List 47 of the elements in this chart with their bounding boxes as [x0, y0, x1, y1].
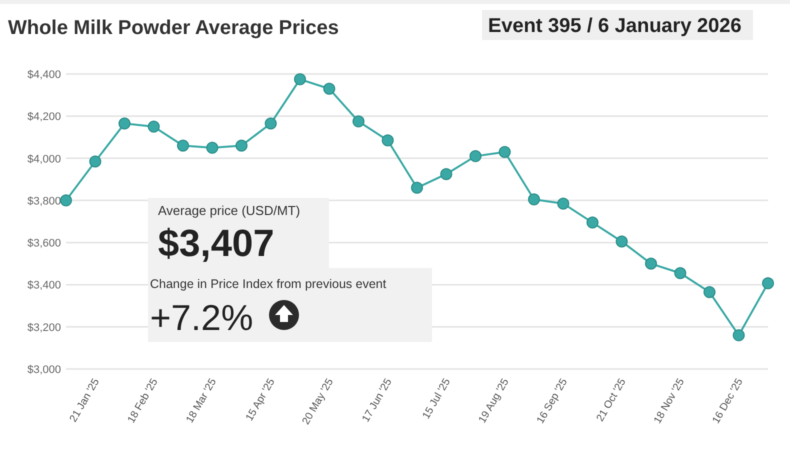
point [148, 120, 160, 133]
point [732, 329, 745, 342]
point [118, 118, 130, 130]
point [528, 193, 540, 206]
y-tick-label: $4,000 [27, 153, 61, 166]
x-tick-label: 17 Jun '25 [360, 376, 394, 424]
point [89, 155, 102, 168]
point [586, 216, 598, 229]
point [645, 258, 657, 270]
annotation: Average price (USD/MT) [158, 203, 300, 218]
point [236, 140, 248, 152]
point [177, 140, 189, 152]
y-tick-label: $3,600 [27, 238, 61, 250]
point [264, 118, 277, 130]
x-tick-label: 15 Apr '25 [243, 376, 278, 424]
point [411, 182, 423, 194]
y-tick-label: $3,200 [27, 322, 61, 334]
point [352, 115, 364, 128]
point [60, 194, 72, 206]
x-tick-label: 16 Dec '25 [710, 376, 746, 426]
chart-title: Whole Milk Powder Average Prices [8, 17, 339, 39]
y-tick-label: $3,800 [27, 195, 61, 208]
x-tick-label: 21 Oct '25 [594, 376, 628, 424]
point [498, 146, 511, 158]
point [557, 198, 570, 210]
x-tick-label: 15 Jul '25 [420, 376, 453, 422]
point [762, 277, 774, 290]
x-tick-label: 18 Feb '25 [125, 376, 160, 426]
annotation: +7.2% [150, 297, 254, 338]
annotation: $3,407 [158, 223, 274, 265]
x-tick-label: 16 Sep '25 [534, 376, 570, 426]
y-tick-label: $4,400 [27, 69, 61, 81]
x-tick-label: 21 Jan '25 [67, 376, 102, 424]
point [382, 134, 394, 146]
point [704, 286, 716, 298]
point [674, 267, 686, 280]
point [294, 73, 306, 86]
chart-subtitle: Event 395 / 6 January 2026 [488, 15, 742, 37]
point [206, 142, 218, 154]
point [470, 150, 482, 162]
point [616, 236, 628, 248]
point [323, 82, 336, 95]
point [440, 168, 452, 180]
annotation: Change in Price Index from previous event [150, 277, 387, 291]
y-tick-label: $3,000 [27, 364, 61, 376]
y-tick-label: $3,400 [27, 280, 61, 292]
y-tick-label: $4,200 [27, 111, 61, 124]
